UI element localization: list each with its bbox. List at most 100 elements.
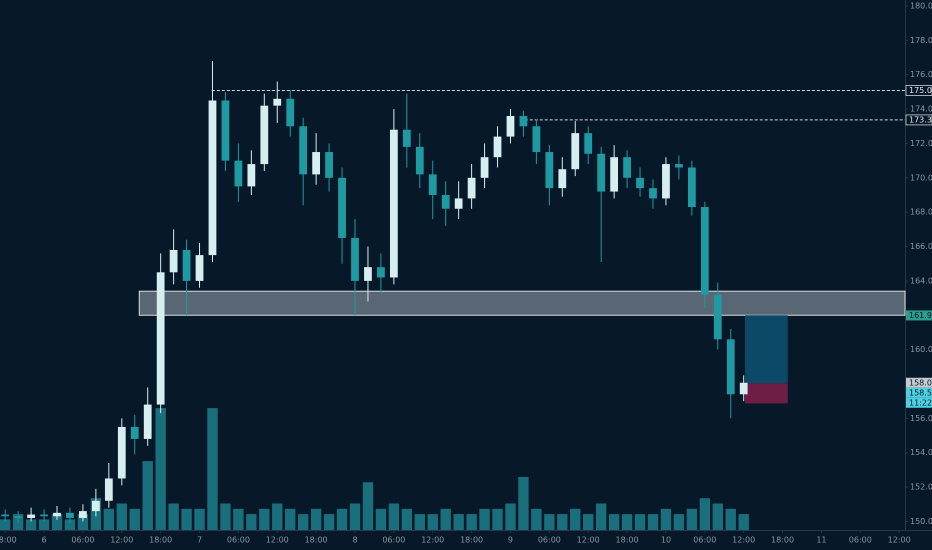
candle-body bbox=[221, 100, 230, 161]
y-tick-label: 178.00 bbox=[910, 36, 932, 45]
candle-body bbox=[415, 146, 424, 175]
candle-body bbox=[312, 152, 321, 175]
candle-body bbox=[558, 169, 567, 189]
volume-bar bbox=[77, 514, 89, 530]
y-tick-label: 156.00 bbox=[910, 414, 932, 423]
volume-bar bbox=[388, 503, 400, 530]
candle-body bbox=[389, 129, 398, 278]
candle-body bbox=[377, 267, 385, 278]
volume-bar bbox=[323, 514, 335, 530]
x-tick-label: 12:00 bbox=[421, 536, 444, 545]
candle-body bbox=[286, 98, 295, 127]
candle-body bbox=[351, 237, 359, 281]
volume-bar bbox=[194, 508, 205, 530]
price-tag-label: 158.07 bbox=[909, 378, 932, 387]
candle-body bbox=[208, 100, 217, 256]
price-tag bbox=[906, 377, 932, 388]
volume-bar bbox=[647, 514, 659, 530]
candle-body bbox=[156, 272, 165, 405]
price-tag bbox=[906, 387, 932, 398]
candle-body bbox=[467, 177, 476, 199]
y-tick-label: 176.00 bbox=[910, 70, 932, 79]
candle-body bbox=[130, 426, 139, 439]
x-tick-label: 18:00 bbox=[305, 536, 328, 545]
candle-body bbox=[687, 167, 696, 208]
volume-bar bbox=[414, 514, 425, 530]
candle-body bbox=[454, 198, 463, 209]
candle-body bbox=[480, 157, 489, 178]
volume-bar bbox=[699, 498, 711, 530]
volume-bar bbox=[207, 408, 218, 530]
candle-body bbox=[53, 512, 61, 517]
x-tick-label: 18:00 bbox=[149, 536, 172, 545]
candle-body bbox=[402, 129, 411, 147]
y-tick-label: 166.00 bbox=[910, 242, 932, 251]
candle-body bbox=[675, 164, 683, 168]
y-tick-label: 152.00 bbox=[910, 483, 932, 492]
volume-bar bbox=[634, 514, 646, 530]
volume-bar bbox=[272, 503, 283, 530]
volume-bar bbox=[725, 508, 736, 530]
x-tick-label: 8 bbox=[352, 536, 357, 545]
volume-bar bbox=[570, 508, 581, 530]
volume-bar bbox=[375, 508, 387, 530]
countdown-tag bbox=[906, 397, 932, 408]
y-tick-label: 170.00 bbox=[910, 173, 932, 182]
volume-bar bbox=[155, 408, 166, 530]
candle-body bbox=[104, 478, 113, 501]
volume-bar bbox=[738, 514, 749, 530]
price-tag-label: 161.99 bbox=[909, 311, 932, 320]
volume-bar bbox=[233, 508, 244, 530]
candle-body bbox=[143, 404, 152, 439]
support-zone bbox=[138, 290, 906, 316]
candle-body bbox=[91, 500, 100, 512]
countdown-label: 11:22 bbox=[909, 398, 932, 407]
volume-bar bbox=[518, 477, 529, 530]
x-tick-label: 12:00 bbox=[577, 536, 600, 545]
candle-body bbox=[79, 511, 87, 518]
candle-body bbox=[532, 126, 541, 153]
x-tick-label: 06:00 bbox=[71, 536, 94, 545]
volume-bar bbox=[285, 508, 296, 530]
candle-body bbox=[169, 249, 178, 273]
volume-bar bbox=[64, 519, 76, 530]
candle-body bbox=[325, 152, 333, 178]
x-tick-label: 9 bbox=[508, 536, 513, 545]
y-tick-label: 154.00 bbox=[910, 448, 932, 457]
y-tick-label: 168.00 bbox=[910, 208, 932, 217]
x-tick-label: 06:00 bbox=[693, 536, 716, 545]
candle-body bbox=[584, 133, 593, 154]
x-tick-label: 12:00 bbox=[110, 536, 133, 545]
y-tick-label: 150.00 bbox=[910, 517, 932, 526]
candle-body bbox=[571, 133, 580, 170]
volume-bar bbox=[505, 503, 516, 530]
x-tick-label: 18:00 bbox=[616, 536, 639, 545]
y-tick-label: 164.00 bbox=[910, 276, 932, 285]
x-tick-label: 6 bbox=[42, 536, 47, 545]
x-tick-label: 7 bbox=[197, 536, 202, 545]
candle-body bbox=[662, 164, 670, 199]
candle-body bbox=[182, 249, 191, 281]
candle-body bbox=[260, 105, 269, 165]
x-tick-label: 06:00 bbox=[227, 536, 250, 545]
volume-bar bbox=[479, 508, 490, 530]
volume-bar bbox=[492, 508, 503, 530]
candle-body bbox=[195, 255, 204, 281]
volume-bar bbox=[608, 514, 620, 530]
candle-body bbox=[726, 339, 735, 395]
candle-body bbox=[364, 267, 372, 281]
volume-bar bbox=[440, 508, 451, 530]
candle-body bbox=[649, 188, 657, 199]
candle-body bbox=[247, 164, 256, 187]
volume-bar bbox=[349, 503, 361, 530]
volume-bar bbox=[583, 514, 594, 530]
volume-bar bbox=[129, 508, 140, 530]
volume-bar bbox=[621, 514, 633, 530]
price-tag-label: 158.52 bbox=[909, 388, 932, 397]
level-tag bbox=[905, 114, 932, 126]
volume-bar bbox=[181, 508, 192, 530]
price-tag bbox=[906, 310, 932, 321]
volume-bar bbox=[401, 508, 413, 530]
